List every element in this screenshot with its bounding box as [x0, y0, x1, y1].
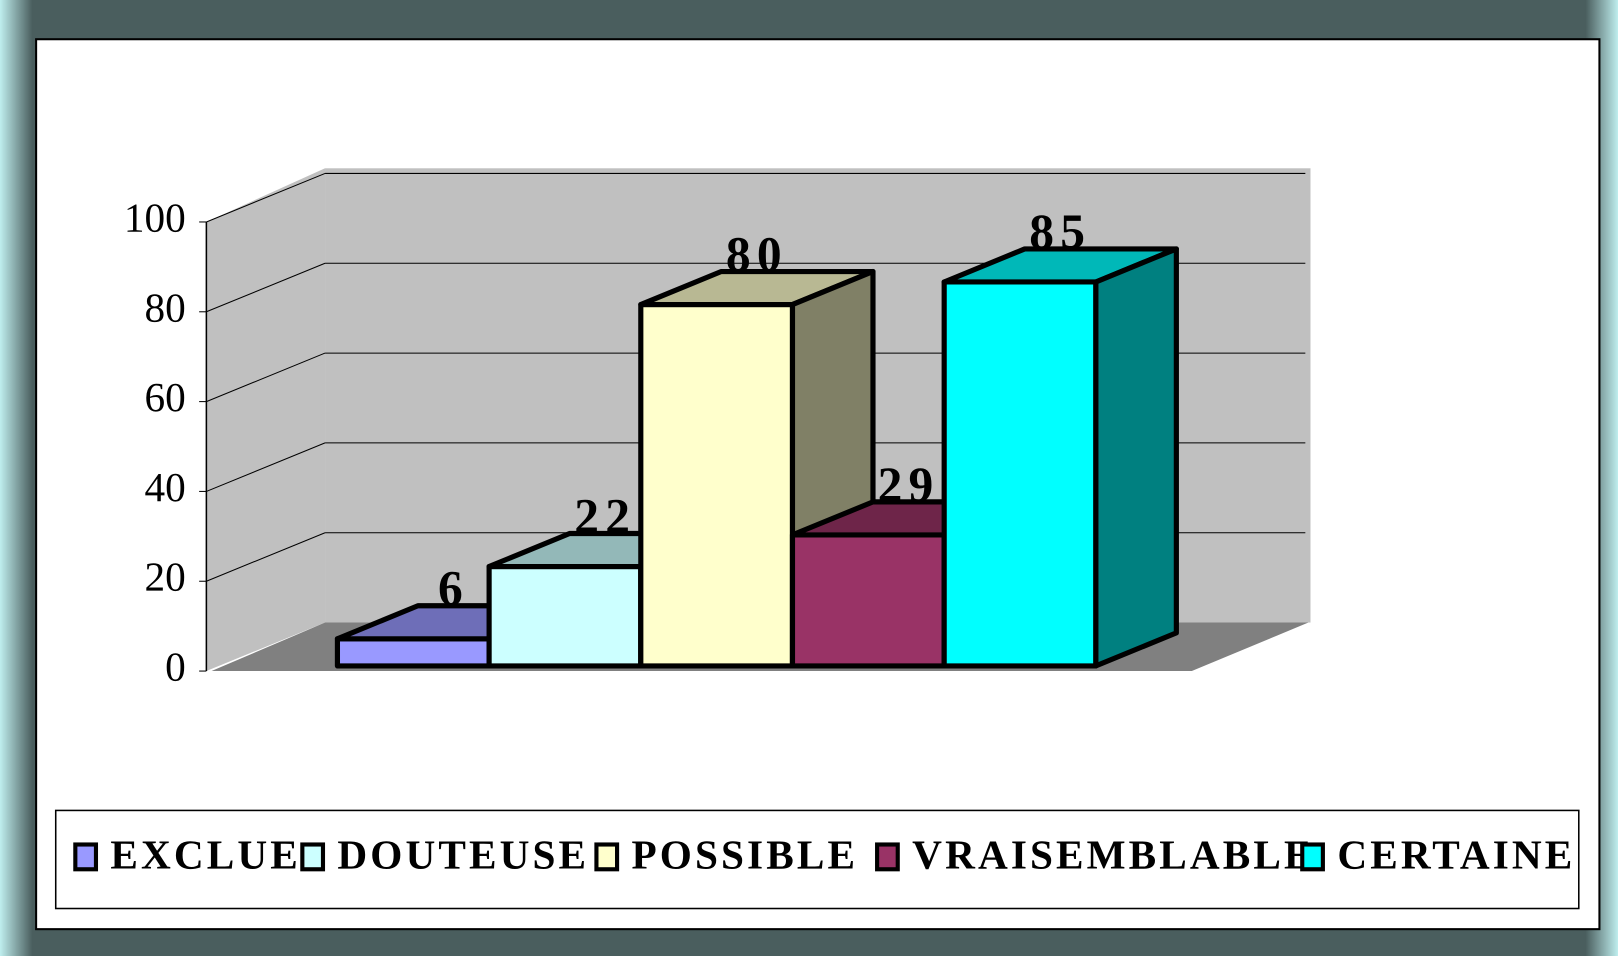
y-tick-label: 20 [144, 554, 185, 600]
bar-front [334, 636, 492, 669]
data-label: 6 [438, 561, 469, 616]
legend-label: POSSIBLE [632, 831, 859, 877]
data-label: 80 [726, 226, 788, 281]
legend-label: CERTAINE [1337, 831, 1575, 877]
legend-label: VRAISEMBLABLE [912, 831, 1314, 877]
y-tick-label: 100 [124, 194, 186, 240]
bar-front [941, 279, 1099, 669]
legend-swatch [73, 842, 99, 872]
grid-line [206, 442, 326, 492]
legend-swatch [300, 842, 326, 872]
y-tick-label: 60 [144, 374, 185, 420]
y-tick-label: 80 [144, 284, 185, 330]
y-tick-label: 0 [165, 644, 186, 690]
grid-line [206, 352, 326, 403]
legend-swatch [875, 842, 900, 872]
legend-label: EXCLUE [110, 831, 301, 877]
y-tick-label: 40 [144, 464, 185, 510]
legend-swatch [594, 842, 620, 872]
grid-line [206, 262, 326, 313]
data-label: 85 [1029, 204, 1091, 259]
bar-front [638, 301, 796, 669]
grid-line [206, 172, 326, 223]
bar-side [1093, 246, 1179, 669]
side-wall [206, 168, 326, 672]
data-label: 29 [878, 457, 940, 512]
bar-front [486, 563, 644, 669]
legend-label: DOUTEUSE [337, 831, 589, 877]
legend-swatch [1300, 842, 1325, 872]
bar-front [789, 532, 947, 669]
data-label: 22 [574, 488, 636, 543]
grid-line [206, 532, 326, 582]
